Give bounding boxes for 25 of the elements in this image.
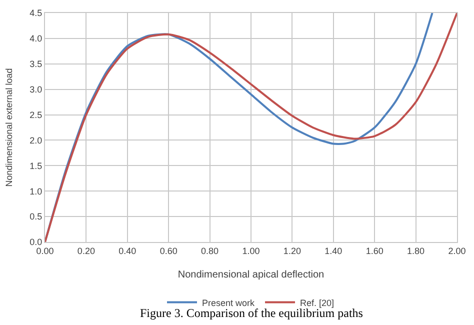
x-tick-label: 0.60 xyxy=(160,246,178,256)
x-axis-title: Nondimensional apical deflection xyxy=(178,269,324,280)
y-tick-label: 4.5 xyxy=(30,8,42,18)
y-tick-label: 1.0 xyxy=(30,186,42,196)
y-tick-label: 0.0 xyxy=(30,237,42,248)
legend-label: Present work xyxy=(202,298,256,308)
x-tick-label: 1.60 xyxy=(366,246,384,256)
x-tick-label: 0.40 xyxy=(118,246,136,256)
y-tick-label: 2.5 xyxy=(30,110,42,120)
x-tick-label: 0.20 xyxy=(77,246,95,256)
x-tick-label: 1.00 xyxy=(242,246,260,256)
y-axis-title: Nondimensional external load xyxy=(4,68,14,187)
y-tick-label: 4.0 xyxy=(30,34,42,44)
y-tick-label: 0.5 xyxy=(30,212,42,222)
x-tick-label: 1.40 xyxy=(324,246,342,256)
y-tick-label: 3.0 xyxy=(30,84,42,94)
x-tick-label: 2.00 xyxy=(448,246,466,256)
y-tick-label: 2.0 xyxy=(30,135,42,146)
y-tick-label: 3.5 xyxy=(30,59,42,70)
x-tick-label: 0.00 xyxy=(36,246,54,256)
legend-label: Ref. [20] xyxy=(300,298,334,308)
x-tick-label: 1.20 xyxy=(283,246,301,256)
x-tick-label: 1.80 xyxy=(407,246,425,256)
x-tick-label: 0.80 xyxy=(201,246,219,256)
y-tick-label: 1.5 xyxy=(30,160,42,171)
